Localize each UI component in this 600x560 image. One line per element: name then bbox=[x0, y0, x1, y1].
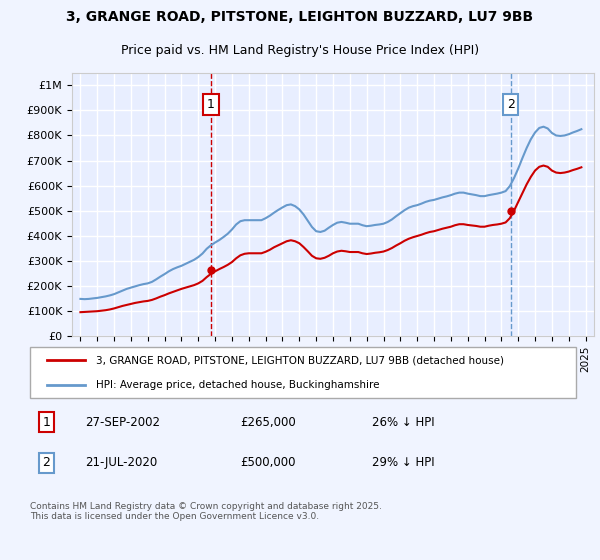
Text: 2: 2 bbox=[507, 98, 515, 111]
Text: 2: 2 bbox=[43, 456, 50, 469]
Text: 1: 1 bbox=[207, 98, 215, 111]
Text: 1: 1 bbox=[43, 416, 50, 428]
Text: 26% ↓ HPI: 26% ↓ HPI bbox=[372, 416, 435, 428]
Text: 21-JUL-2020: 21-JUL-2020 bbox=[85, 456, 157, 469]
Text: 29% ↓ HPI: 29% ↓ HPI bbox=[372, 456, 435, 469]
Text: £265,000: £265,000 bbox=[240, 416, 296, 428]
Text: 3, GRANGE ROAD, PITSTONE, LEIGHTON BUZZARD, LU7 9BB (detached house): 3, GRANGE ROAD, PITSTONE, LEIGHTON BUZZA… bbox=[96, 355, 504, 365]
FancyBboxPatch shape bbox=[30, 347, 577, 398]
Text: 27-SEP-2002: 27-SEP-2002 bbox=[85, 416, 160, 428]
Text: 3, GRANGE ROAD, PITSTONE, LEIGHTON BUZZARD, LU7 9BB: 3, GRANGE ROAD, PITSTONE, LEIGHTON BUZZA… bbox=[67, 10, 533, 24]
Text: £500,000: £500,000 bbox=[240, 456, 295, 469]
Text: Price paid vs. HM Land Registry's House Price Index (HPI): Price paid vs. HM Land Registry's House … bbox=[121, 44, 479, 57]
Text: Contains HM Land Registry data © Crown copyright and database right 2025.
This d: Contains HM Land Registry data © Crown c… bbox=[30, 502, 382, 521]
Text: HPI: Average price, detached house, Buckinghamshire: HPI: Average price, detached house, Buck… bbox=[96, 380, 380, 390]
